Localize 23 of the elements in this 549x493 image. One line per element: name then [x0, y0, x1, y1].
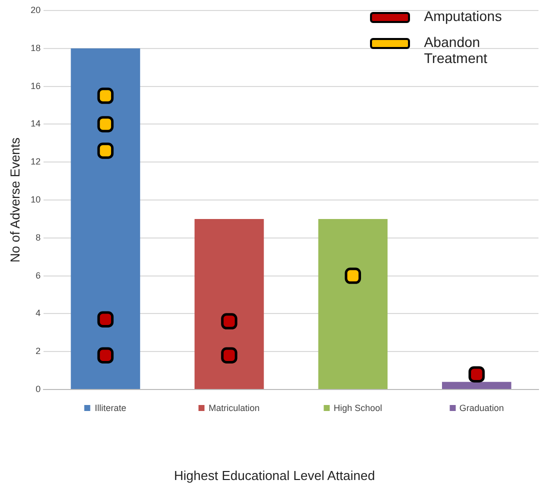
- bar: [318, 218, 388, 389]
- y-tick-label: 12: [30, 156, 41, 167]
- y-tick-label: 8: [36, 232, 41, 242]
- y-tick-label: 10: [30, 194, 41, 204]
- legend-label: Amputations: [424, 8, 503, 24]
- y-tick-label: 20: [30, 4, 41, 15]
- y-axis-title: No of Adverse Events: [7, 136, 22, 263]
- y-tick-label: 0: [36, 384, 41, 394]
- bar: [442, 382, 512, 389]
- x-tick-label: Graduation: [459, 403, 504, 413]
- y-tick-label: 4: [36, 308, 41, 318]
- y-tick-label: 6: [36, 270, 41, 280]
- legend-label: Abandon Treatment: [424, 34, 488, 66]
- x-tick-label: Matriculation: [208, 403, 260, 413]
- text: Highest Educational Level Attained: [173, 468, 376, 483]
- x-tick-label: High School: [334, 403, 382, 413]
- bar: [194, 218, 264, 389]
- bar: [70, 48, 140, 389]
- y-tick-label: 16: [30, 80, 41, 91]
- x-tick-label: Illiterate: [94, 403, 126, 413]
- y-tick-label: 18: [30, 42, 41, 53]
- y-tick-label: 2: [36, 346, 41, 356]
- y-tick-label: 14: [30, 118, 41, 129]
